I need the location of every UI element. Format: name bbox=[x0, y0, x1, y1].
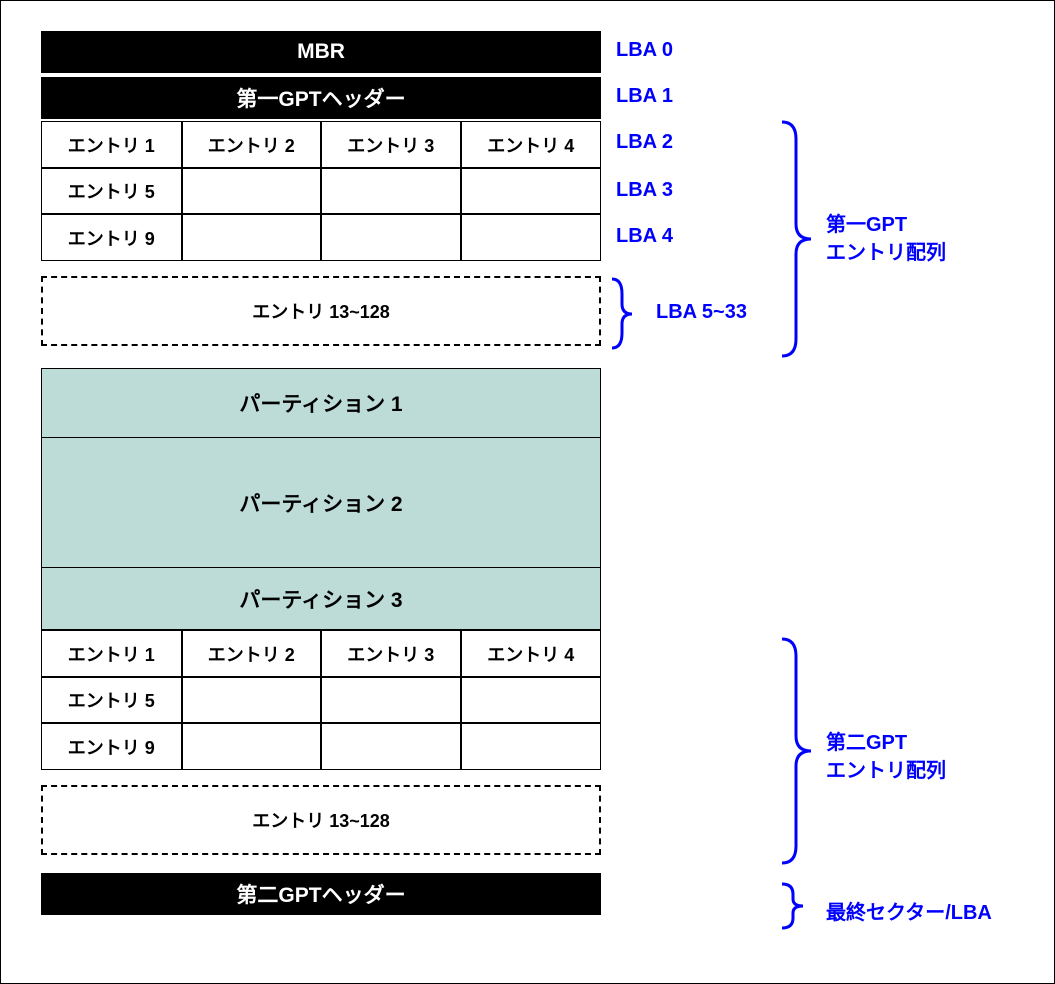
bracket-lba5-33 bbox=[609, 276, 659, 351]
first-gpt-array-label: 第一GPT エントリ配列 bbox=[826, 211, 946, 267]
lba-5-33-label: LBA 5~33 bbox=[656, 301, 747, 324]
entry-row-3: エントリ 9 bbox=[42, 214, 600, 260]
entry-cell: エントリ 3 bbox=[321, 631, 461, 677]
entry-cell: エントリ 3 bbox=[321, 122, 461, 168]
partition-1: パーティション 1 bbox=[41, 368, 601, 438]
entry-cell bbox=[182, 214, 322, 260]
entry-cell: エントリ 9 bbox=[42, 214, 182, 260]
gpt-header-1-label: 第一GPTヘッダー bbox=[236, 83, 405, 113]
gpt-diagram: MBR 第一GPTヘッダー エントリ 1 エントリ 2 エントリ 3 エントリ … bbox=[41, 31, 601, 915]
last-sector-label: 最終セクター/LBA bbox=[826, 896, 992, 925]
bracket-first-gpt bbox=[779, 119, 829, 359]
entry-table-2: エントリ 1 エントリ 2 エントリ 3 エントリ 4 エントリ 5 エントリ … bbox=[41, 630, 601, 770]
gpt-header-2-label: 第二GPTヘッダー bbox=[236, 879, 405, 909]
entry-row-4: エントリ 1 エントリ 2 エントリ 3 エントリ 4 bbox=[42, 631, 600, 677]
entry-row-1: エントリ 1 エントリ 2 エントリ 3 エントリ 4 bbox=[42, 122, 600, 168]
second-gpt-array-text: 第二GPT エントリ配列 bbox=[826, 732, 946, 782]
entry-cell bbox=[182, 677, 322, 723]
entry-cell: エントリ 2 bbox=[182, 631, 322, 677]
entry-row-2: エントリ 5 bbox=[42, 168, 600, 214]
entry-cell bbox=[461, 723, 601, 769]
partition-2: パーティション 2 bbox=[41, 438, 601, 568]
entry-cell bbox=[182, 168, 322, 214]
lba-3-label: LBA 3 bbox=[616, 179, 673, 202]
mbr-label: MBR bbox=[297, 40, 345, 64]
entry-cell bbox=[321, 168, 461, 214]
partition-3-label: パーティション 3 bbox=[239, 584, 402, 614]
entry-cell: エントリ 5 bbox=[42, 677, 182, 723]
entry-cell: エントリ 4 bbox=[461, 631, 601, 677]
gpt-header-2: 第二GPTヘッダー bbox=[41, 873, 601, 915]
entry-row-5: エントリ 5 bbox=[42, 677, 600, 723]
entry-cell: エントリ 1 bbox=[42, 122, 182, 168]
entry-cell bbox=[461, 214, 601, 260]
entry-cell: エントリ 9 bbox=[42, 723, 182, 769]
dashed-block-2: エントリ 13~128 bbox=[41, 785, 601, 855]
entry-cell bbox=[461, 168, 601, 214]
entry-cell: エントリ 4 bbox=[461, 122, 601, 168]
dashed-block-1: エントリ 13~128 bbox=[41, 276, 601, 346]
lba-4-label: LBA 4 bbox=[616, 225, 673, 248]
lba-0-label: LBA 0 bbox=[616, 39, 673, 62]
first-gpt-array-text: 第一GPT エントリ配列 bbox=[826, 214, 946, 264]
lba-2-label: LBA 2 bbox=[616, 131, 673, 154]
last-sector-text: 最終セクター/LBA bbox=[826, 902, 992, 924]
entry-cell bbox=[321, 723, 461, 769]
partition-2-label: パーティション 2 bbox=[239, 488, 402, 518]
entry-row-6: エントリ 9 bbox=[42, 723, 600, 769]
entry-table-1: エントリ 1 エントリ 2 エントリ 3 エントリ 4 エントリ 5 エントリ … bbox=[41, 121, 601, 261]
entry-cell: エントリ 5 bbox=[42, 168, 182, 214]
entry-cell: エントリ 2 bbox=[182, 122, 322, 168]
partition-1-label: パーティション 1 bbox=[239, 388, 402, 418]
entry-cell: エントリ 1 bbox=[42, 631, 182, 677]
partition-3: パーティション 3 bbox=[41, 568, 601, 630]
entry-cell bbox=[321, 214, 461, 260]
mbr-block: MBR bbox=[41, 31, 601, 73]
gpt-header-1: 第一GPTヘッダー bbox=[41, 77, 601, 119]
entry-cell bbox=[461, 677, 601, 723]
dashed-1-label: エントリ 13~128 bbox=[252, 298, 390, 324]
entry-cell bbox=[182, 723, 322, 769]
entry-cell bbox=[321, 677, 461, 723]
lba-1-label: LBA 1 bbox=[616, 85, 673, 108]
second-gpt-array-label: 第二GPT エントリ配列 bbox=[826, 729, 946, 785]
dashed-2-label: エントリ 13~128 bbox=[252, 807, 390, 833]
bracket-second-gpt bbox=[779, 636, 829, 866]
bracket-last-sector bbox=[779, 881, 829, 931]
